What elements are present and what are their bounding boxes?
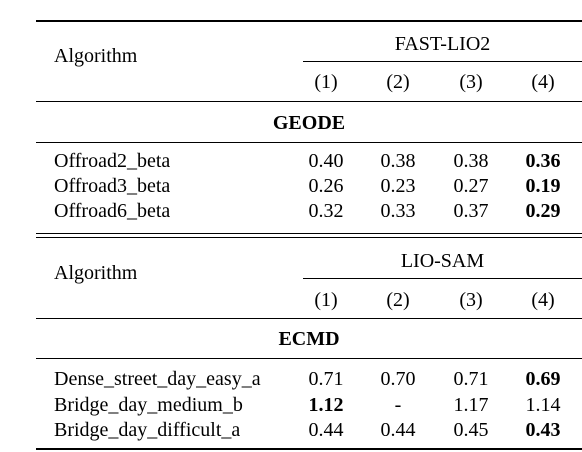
method-underline	[303, 278, 582, 279]
table-cell: 0.26	[308, 175, 344, 197]
header-rule	[36, 318, 582, 319]
bottom-rule	[36, 448, 582, 450]
row-name: Bridge_day_difficult_a	[54, 419, 241, 441]
table-cell: 1.14	[525, 394, 561, 416]
column-header: (2)	[386, 289, 410, 311]
algorithm-header: Algorithm	[54, 262, 138, 284]
table-cell-best: 0.69	[525, 368, 561, 390]
table-cell: 0.27	[453, 175, 489, 197]
dataset-label: GEODE	[272, 112, 346, 134]
header-rule	[36, 101, 582, 102]
column-header: (2)	[386, 71, 410, 93]
dataset-rule	[36, 142, 582, 143]
table-cell: 0.71	[308, 368, 344, 390]
table-cell: 0.37	[453, 200, 489, 222]
top-rule	[36, 20, 582, 22]
row-name: Offroad2_beta	[54, 150, 171, 172]
section-divider-lower	[36, 237, 582, 238]
results-table: Algorithm FAST-LIO2 (1) (2) (3) (4) GEOD…	[36, 0, 582, 452]
table-cell: -	[394, 394, 402, 416]
table-cell: 0.44	[308, 419, 344, 441]
dataset-label: ECMD	[278, 328, 340, 350]
table-cell: 0.32	[308, 200, 344, 222]
table-cell-best: 0.19	[525, 175, 561, 197]
table-cell: 1.17	[453, 394, 489, 416]
algorithm-header: Algorithm	[54, 45, 138, 67]
table-cell-best: 0.29	[525, 200, 561, 222]
column-header: (4)	[531, 289, 555, 311]
column-header: (1)	[314, 289, 338, 311]
table-cell: 0.33	[380, 200, 416, 222]
table-cell: 0.40	[308, 150, 344, 172]
column-header: (4)	[531, 71, 555, 93]
row-name: Offroad6_beta	[54, 200, 171, 222]
table-cell-best: 1.12	[308, 394, 344, 416]
column-header: (3)	[459, 289, 483, 311]
dataset-rule	[36, 358, 582, 359]
row-name: Bridge_day_medium_b	[54, 394, 243, 416]
table-cell: 0.70	[380, 368, 416, 390]
method-underline	[303, 61, 582, 62]
table-cell: 0.71	[453, 368, 489, 390]
table-cell: 0.45	[453, 419, 489, 441]
method-header: FAST-LIO2	[394, 33, 491, 55]
table-cell: 0.38	[453, 150, 489, 172]
row-name: Dense_street_day_easy_a	[54, 368, 261, 390]
column-header: (3)	[459, 71, 483, 93]
table-cell-best: 0.43	[525, 419, 561, 441]
table-cell-best: 0.36	[525, 150, 561, 172]
table-cell: 0.38	[380, 150, 416, 172]
section-divider-upper	[36, 233, 582, 234]
column-header: (1)	[314, 71, 338, 93]
row-name: Offroad3_beta	[54, 175, 171, 197]
method-header: LIO-SAM	[400, 250, 485, 272]
table-cell: 0.23	[380, 175, 416, 197]
table-cell: 0.44	[380, 419, 416, 441]
